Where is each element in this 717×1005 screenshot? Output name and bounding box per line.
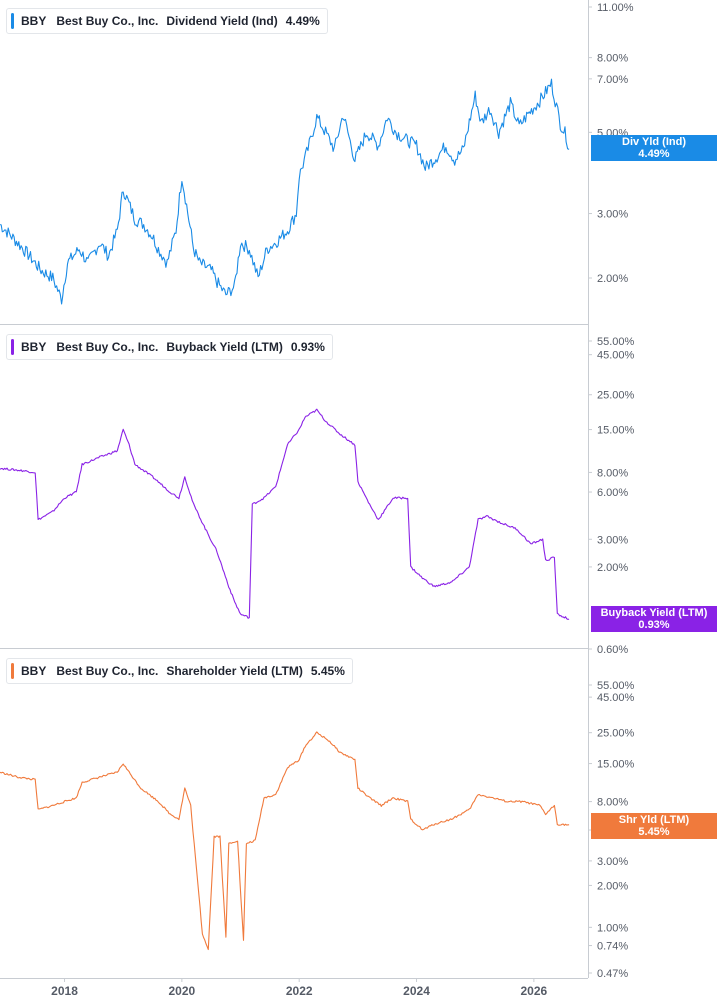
y-tick-label: 2.00%: [597, 880, 628, 892]
series-line-dividend: [0, 78, 570, 305]
legend-company: Best Buy Co., Inc.: [56, 664, 159, 678]
x-tick-label: 2026: [521, 984, 548, 998]
legend-company: Best Buy Co., Inc.: [56, 14, 159, 28]
badge-value: 4.49%: [638, 148, 670, 160]
legend-buyback: BBY Best Buy Co., Inc. Buyback Yield (LT…: [6, 334, 333, 360]
series-line-buyback: [0, 408, 570, 620]
x-tick-label: 2020: [169, 984, 196, 998]
y-tick-label: 45.00%: [597, 692, 635, 704]
y-tick-label: 11.00%: [597, 2, 634, 14]
x-tick-label: 2024: [403, 984, 430, 998]
y-tick-label: 55.00%: [597, 680, 635, 692]
legend-shareholder: BBY Best Buy Co., Inc. Shareholder Yield…: [6, 658, 353, 684]
y-tick-label: 6.00%: [597, 487, 628, 499]
series-line-shareholder: [0, 731, 570, 951]
series-swatch: [11, 663, 14, 679]
y-tick-label: 45.00%: [597, 350, 635, 362]
y-tick-label: 2.00%: [597, 273, 628, 285]
y-tick-label: 15.00%: [597, 425, 635, 437]
badge-label: Div Yld (Ind): [622, 136, 686, 148]
y-tick-label: 3.00%: [597, 534, 628, 546]
x-tick-label: 2022: [286, 984, 313, 998]
y-tick-label: 7.00%: [597, 74, 628, 86]
y-tick-label: 3.00%: [597, 209, 628, 221]
y-tick-label: 8.00%: [597, 797, 628, 809]
x-tick-label: 2018: [51, 984, 78, 998]
y-tick-label: 15.00%: [597, 759, 635, 771]
legend-metric: Shareholder Yield (LTM): [166, 664, 303, 678]
legend-value: 5.45%: [310, 664, 345, 678]
badge-buyback: Buyback Yield (LTM) 0.93%: [591, 606, 717, 632]
legend-value: 4.49%: [285, 14, 320, 28]
y-tick-label: 8.00%: [597, 467, 628, 479]
y-tick-label: 3.00%: [597, 856, 628, 868]
badge-value: 0.93%: [638, 619, 670, 631]
legend-value: 0.93%: [290, 340, 325, 354]
legend-metric: Dividend Yield (Ind): [166, 14, 278, 28]
legend-ticker: BBY: [21, 340, 47, 354]
y-tick-label: 0.47%: [597, 968, 628, 980]
series-swatch: [11, 13, 14, 29]
y-tick-label: 0.60%: [597, 644, 628, 656]
legend-metric: Buyback Yield (LTM): [166, 340, 283, 354]
badge-label: Buyback Yield (LTM): [600, 607, 708, 619]
y-tick-label: 55.00%: [597, 336, 635, 348]
y-tick-label: 25.00%: [597, 728, 635, 740]
y-tick-label: 2.00%: [597, 562, 628, 574]
y-tick-label: 0.74%: [597, 941, 628, 953]
badge-shareholder: Shr Yld (LTM) 5.45%: [591, 813, 717, 839]
badge-dividend: Div Yld (Ind) 4.49%: [591, 135, 717, 161]
legend-ticker: BBY: [21, 664, 47, 678]
y-tick-label: 1.00%: [597, 922, 628, 934]
legend-company: Best Buy Co., Inc.: [56, 340, 159, 354]
y-tick-label: 8.00%: [597, 53, 628, 65]
series-swatch: [11, 339, 14, 355]
badge-label: Shr Yld (LTM): [618, 814, 690, 826]
legend-dividend: BBY Best Buy Co., Inc. Dividend Yield (I…: [6, 8, 328, 34]
badge-value: 5.45%: [638, 826, 670, 838]
y-tick-label: 25.00%: [597, 390, 635, 402]
legend-ticker: BBY: [21, 14, 47, 28]
